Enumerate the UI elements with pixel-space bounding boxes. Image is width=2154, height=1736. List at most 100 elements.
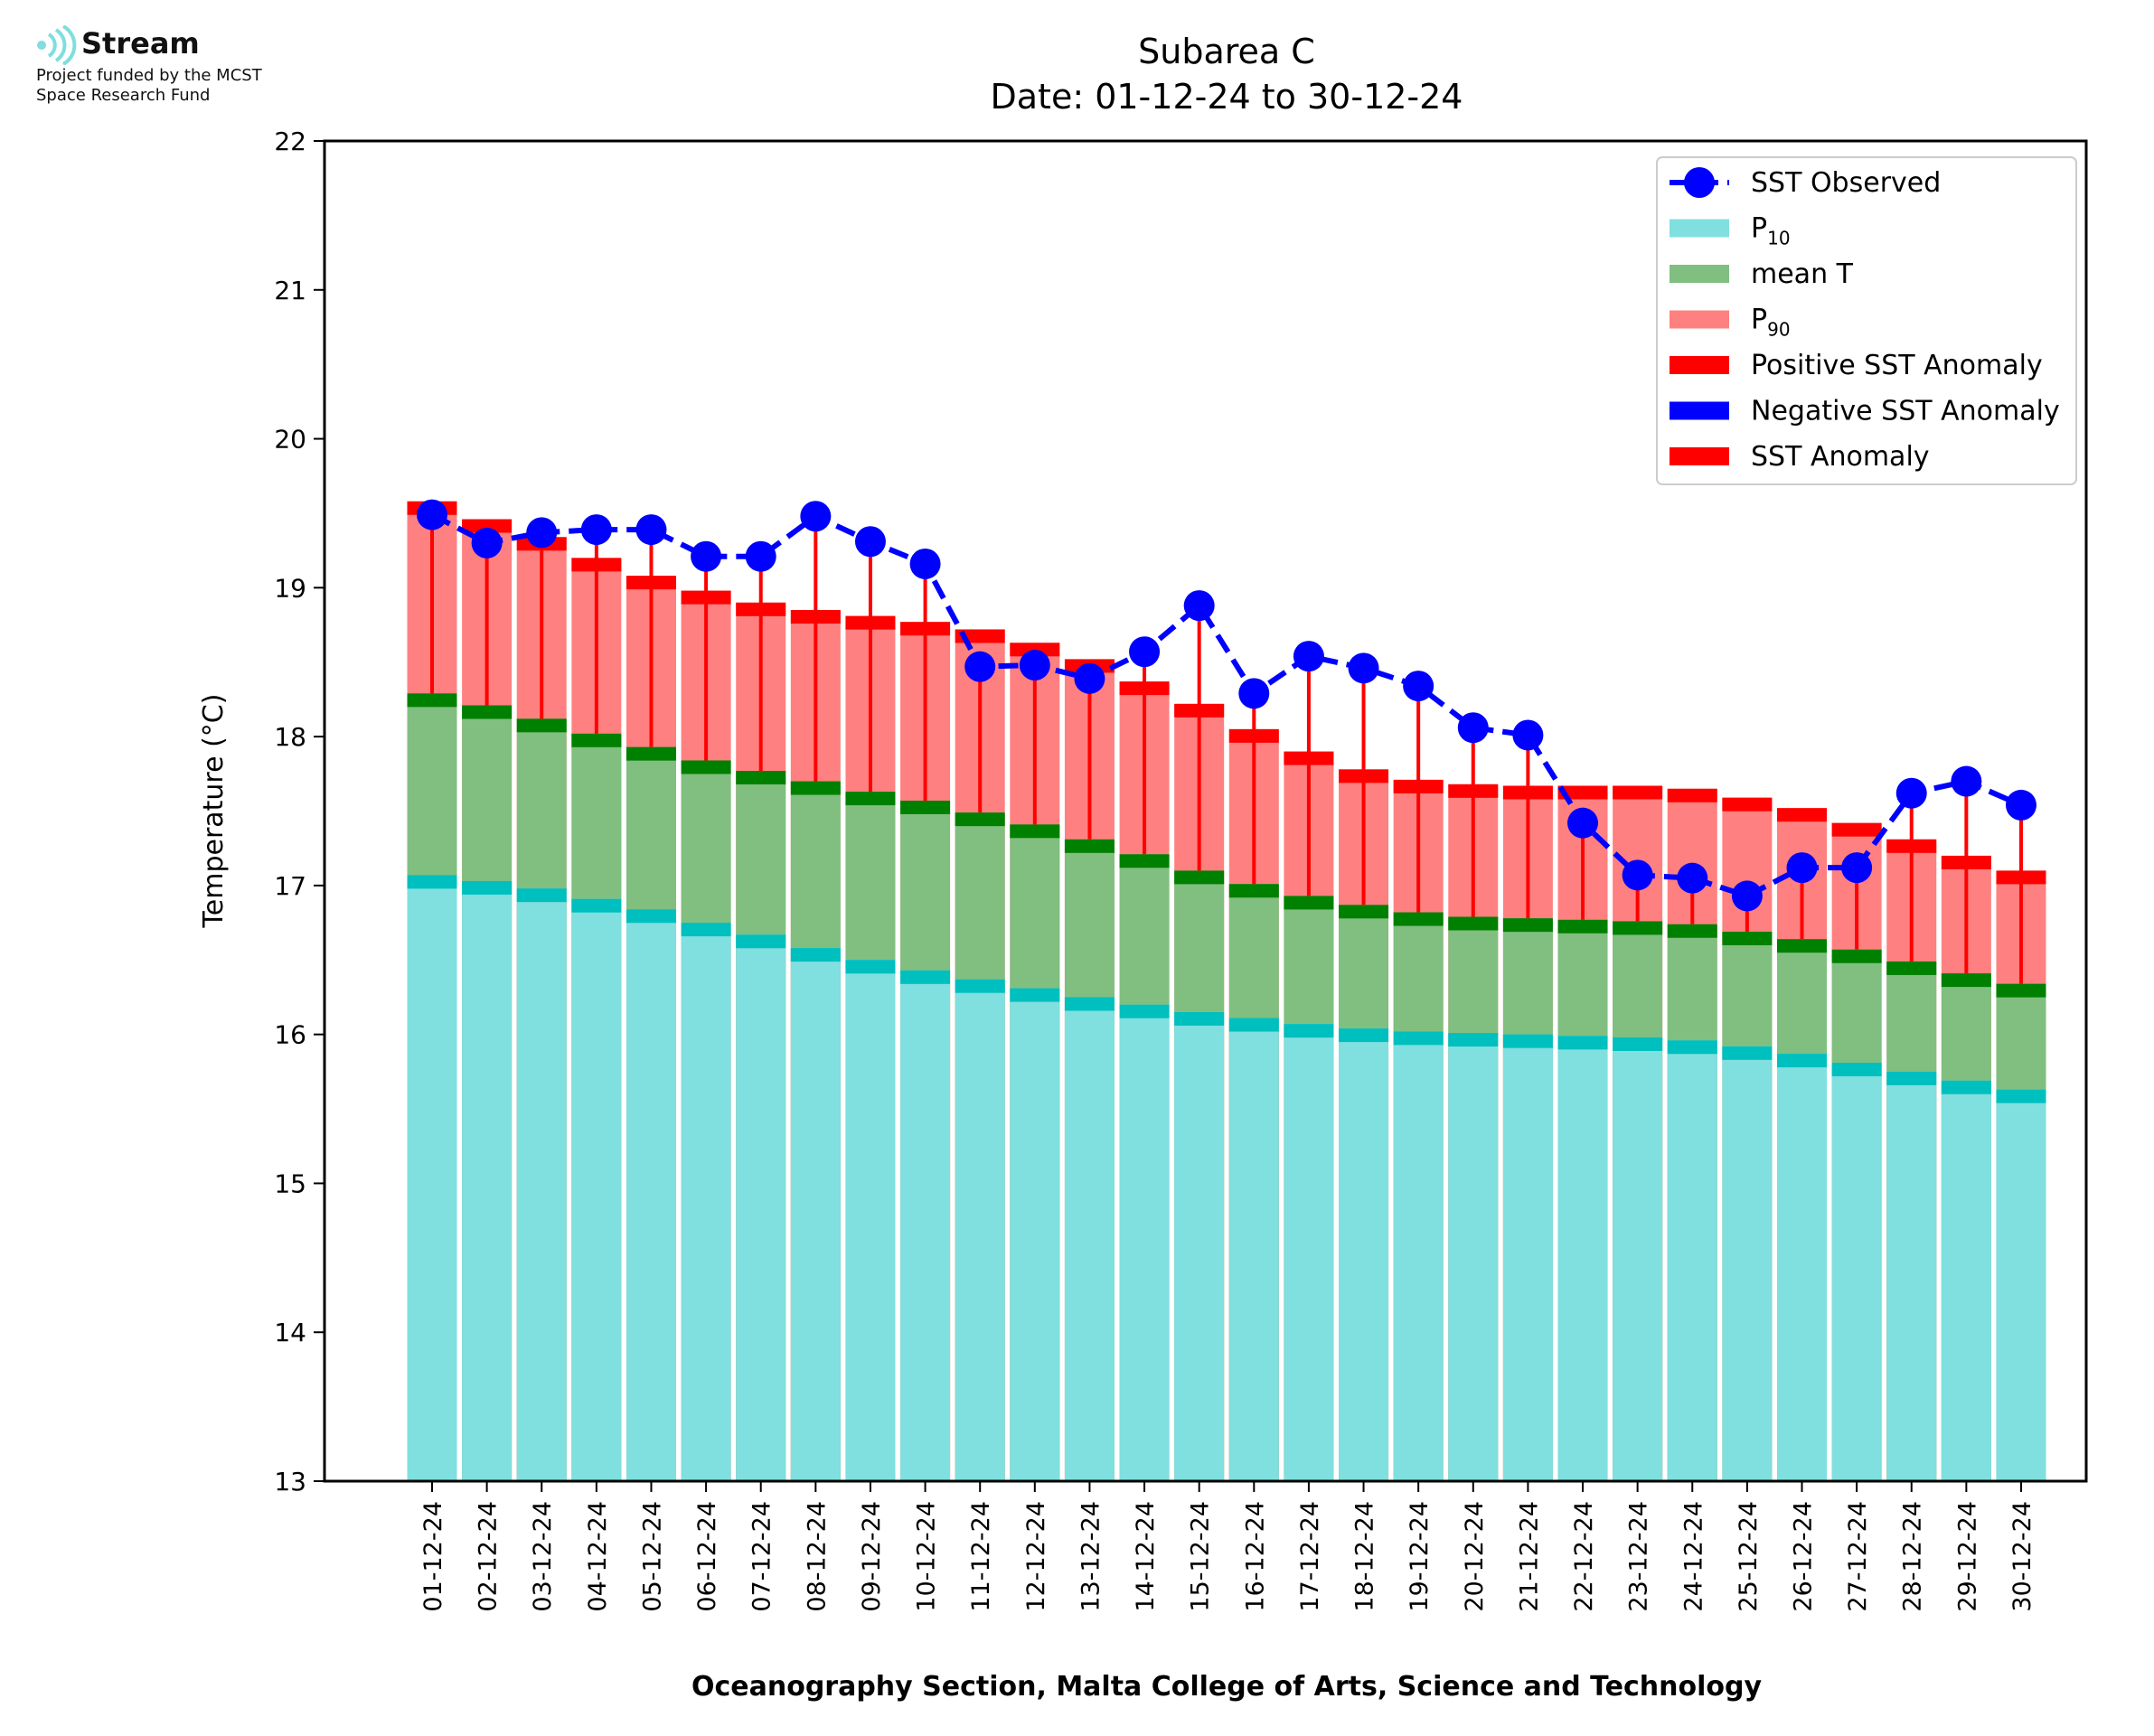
x-tick-label: 25-12-24 [1735, 1501, 1763, 1612]
p10-bar [1667, 1040, 1717, 1481]
p10-bar [681, 923, 731, 1481]
p10-cap [1613, 1037, 1663, 1051]
mean-cap [1339, 905, 1389, 919]
x-tick-label: 24-12-24 [1679, 1501, 1707, 1612]
stream-logo: Stream Project funded by the MCST Space … [34, 23, 342, 114]
p10-bar [1502, 1034, 1553, 1481]
sst-observed-point [417, 499, 447, 530]
mean-cap [1119, 854, 1170, 868]
x-tick-label: 19-12-24 [1406, 1501, 1434, 1612]
p90-cap [462, 519, 513, 533]
legend-label: SST Observed [1751, 167, 1941, 199]
logo-funding-line-1: Project funded by the MCST [36, 66, 262, 85]
y-tick-label: 21 [274, 276, 306, 305]
x-tick-label: 08-12-24 [803, 1501, 831, 1612]
p10-bar [790, 948, 841, 1481]
sst-observed-point [1786, 852, 1818, 884]
mean-cap [1831, 949, 1882, 963]
legend-handle-patch [1670, 447, 1729, 465]
p10-cap [1010, 988, 1060, 1002]
x-tick-label: 07-12-24 [748, 1501, 776, 1612]
p10-cap [1284, 1024, 1334, 1038]
y-tick-label: 22 [274, 127, 306, 156]
p10-cap [1996, 1089, 2046, 1103]
bars-layer [407, 501, 2046, 1482]
p10-bar [462, 880, 513, 1481]
p10-cap [1886, 1071, 1937, 1085]
x-tick-label: 04-12-24 [584, 1501, 612, 1612]
p90-cap [1777, 808, 1827, 822]
sst-observed-point [1567, 807, 1599, 839]
mean-cap [626, 746, 676, 761]
y-tick-label: 20 [274, 425, 306, 455]
legend-handle-patch [1670, 356, 1729, 374]
p10-bar [407, 875, 457, 1481]
p10-bar [1284, 1024, 1334, 1481]
p10-cap [900, 970, 951, 984]
x-tick-label: 13-12-24 [1077, 1501, 1105, 1612]
p10-bar [736, 934, 786, 1481]
mean-cap [1064, 839, 1115, 853]
x-tick-label: 09-12-24 [858, 1501, 886, 1612]
stream-logo-icon [37, 25, 77, 65]
legend-handle-patch [1670, 265, 1729, 283]
p10-cap [1393, 1031, 1444, 1046]
mean-cap [790, 781, 841, 795]
mean-cap [1996, 983, 2046, 998]
legend-handle-patch [1670, 310, 1729, 329]
x-tick-label: 15-12-24 [1187, 1501, 1215, 1612]
sst-observed-point [854, 526, 886, 558]
sst-observed-point [1895, 777, 1927, 809]
p90-cap [1010, 643, 1060, 657]
observed-line-layer [417, 499, 2036, 912]
y-tick-label: 18 [274, 722, 306, 752]
p10-cap [1722, 1046, 1773, 1060]
p10-cap [1119, 1004, 1170, 1018]
p10-cap [736, 934, 786, 949]
p10-bar [1228, 1018, 1279, 1481]
p10-cap [845, 960, 896, 974]
chart-subtitle: Date: 01-12-24 to 30-12-24 [991, 77, 1463, 117]
mean-cap [900, 800, 951, 814]
sst-observed-point [1238, 678, 1270, 709]
p90-cap [1667, 788, 1717, 802]
sst-observed-point [1403, 671, 1434, 702]
mean-cap [1448, 916, 1499, 931]
p10-cap [790, 948, 841, 962]
x-tick-label: 02-12-24 [475, 1501, 503, 1612]
p10-cap [955, 979, 1005, 993]
x-tick-label: 11-12-24 [967, 1501, 995, 1612]
logo-name: Stream [81, 26, 200, 61]
p10-cap [1557, 1036, 1608, 1050]
p10-cap [1502, 1034, 1553, 1048]
mean-cap [1502, 918, 1553, 933]
sst-observed-point [1183, 590, 1215, 622]
sst-observed-point [800, 501, 832, 532]
sst-observed-point [1841, 852, 1873, 884]
mean-cap [407, 693, 457, 708]
p10-bar [955, 979, 1005, 1481]
p10-bar [1010, 988, 1060, 1481]
mean-cap [1722, 931, 1773, 945]
p10-bar [1941, 1080, 1991, 1481]
y-tick-label: 15 [274, 1168, 306, 1198]
legend-box [1656, 156, 2077, 485]
sst-observed-point [635, 514, 667, 546]
chart-title: Subarea C [1138, 32, 1315, 71]
p10-cap [516, 888, 567, 903]
sst-observed-point [1622, 859, 1653, 891]
x-tick-label: 03-12-24 [529, 1501, 557, 1612]
p10-bar [516, 888, 567, 1481]
p10-bar [845, 960, 896, 1481]
mean-cap [1667, 924, 1717, 938]
p10-cap [571, 898, 622, 913]
x-tick-label: 06-12-24 [693, 1501, 721, 1612]
p10-bar [1831, 1062, 1882, 1481]
mean-cap [1613, 921, 1663, 935]
p10-cap [1831, 1062, 1882, 1076]
sst-observed-point [964, 651, 996, 682]
x-tick-label: 05-12-24 [638, 1501, 666, 1612]
p10-cap [1228, 1018, 1279, 1032]
mean-cap [1284, 896, 1334, 910]
mean-cap [1941, 973, 1991, 988]
